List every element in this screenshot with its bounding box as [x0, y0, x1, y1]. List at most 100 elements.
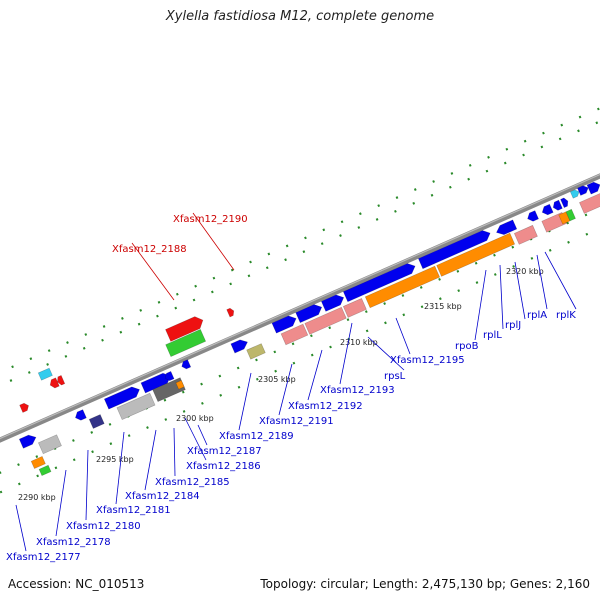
scale-tick-7: 2320 kbp [506, 267, 544, 276]
scale-tick-5: 2310 kbp [340, 338, 378, 347]
gene-feature-38 [586, 181, 600, 195]
label-xfasm12-2180: Xfasm12_2180 [66, 521, 141, 532]
gene-feature-15 [246, 343, 266, 360]
label-xfasm12-2189: Xfasm12_2189 [219, 431, 294, 442]
label-xfasm12-2187-leader [197, 424, 208, 446]
gene-feature-34 [560, 197, 569, 208]
label-rpob-leader [474, 269, 487, 341]
scale-tick-1: 2290 kbp [18, 493, 56, 502]
gene-feature-23 [417, 230, 491, 270]
gene-feature-30 [541, 203, 554, 216]
gene-feature-7 [103, 386, 140, 410]
gene-feature-27 [513, 224, 538, 245]
label-xfasm12-2186-leader [184, 417, 207, 461]
label-xfasm12-2190-leader [192, 212, 235, 271]
guide-ring-3 [0, 207, 600, 474]
gene-feature-41 [49, 377, 60, 389]
guide-ring-4 [0, 227, 600, 494]
gene-feature-21 [320, 294, 345, 312]
label-rpll-leader [499, 264, 504, 330]
label-xfasm12-2186: Xfasm12_2186 [186, 461, 261, 472]
label-xfasm12-2178: Xfasm12_2178 [36, 537, 111, 548]
label-xfasm12-2193: Xfasm12_2193 [320, 385, 395, 396]
guide-ring-2 [0, 120, 600, 387]
label-xfasm12-2192-leader [307, 349, 323, 401]
label-xfasm12-2191: Xfasm12_2191 [259, 416, 334, 427]
gene-feature-5 [75, 409, 87, 421]
gene-feature-13 [181, 359, 192, 370]
label-xfasm12-2191-leader [278, 363, 293, 416]
map-title: Xylella fastidiosa M12, complete genome [165, 9, 435, 24]
gene-feature-1 [18, 434, 37, 449]
gene-feature-25 [436, 232, 516, 277]
label-xfasm12-2193-leader [339, 322, 353, 385]
gene-feature-19 [304, 306, 347, 335]
gene-feature-2 [37, 434, 62, 455]
genome-summary-text: Topology: circular; Length: 2,475,130 bp… [260, 577, 590, 591]
scale-tick-2: 2295 kbp [96, 455, 134, 464]
label-rpob: rpoB [455, 341, 479, 352]
accession-text: Accession: NC_010513 [8, 577, 145, 591]
gene-feature-11 [164, 370, 175, 381]
label-xfasm12-2177: Xfasm12_2177 [6, 552, 81, 563]
gene-feature-37 [579, 191, 600, 214]
gene-feature-31 [558, 211, 571, 225]
label-xfasm12-2188: Xfasm12_2188 [112, 244, 187, 255]
label-xfasm12-2195: Xfasm12_2195 [390, 355, 465, 366]
label-rpll: rplL [483, 330, 502, 341]
gene-feature-26 [496, 219, 518, 235]
gene-feature-46 [226, 307, 235, 318]
label-xfasm12-2185-leader [173, 427, 176, 477]
gene-feature-17 [295, 304, 323, 324]
label-xfasm12-2181: Xfasm12_2181 [96, 505, 171, 516]
label-xfasm12-2184: Xfasm12_2184 [125, 491, 200, 502]
gene-feature-42 [57, 375, 66, 386]
label-xfasm12-2178-leader [55, 469, 67, 537]
label-rplk: rplK [556, 310, 576, 321]
label-xfasm12-2192: Xfasm12_2192 [288, 401, 363, 412]
gene-feature-8 [116, 392, 156, 420]
label-xfasm12-2195-leader [395, 317, 411, 355]
genome-backbone [0, 173, 600, 443]
gene-feature-22 [342, 263, 416, 303]
gene-feature-44 [165, 329, 207, 358]
genome-backbone-highlight [0, 173, 600, 440]
label-xfasm12-2185: Xfasm12_2185 [155, 477, 230, 488]
gene-feature-45 [165, 316, 204, 342]
label-xfasm12-2190: Xfasm12_2190 [173, 214, 248, 225]
gene-feature-14 [230, 339, 248, 354]
gene-feature-40 [37, 367, 53, 381]
gene-feature-6 [88, 414, 105, 429]
label-rpla-leader [536, 254, 548, 310]
gene-feature-20 [342, 297, 367, 318]
gene-feature-24 [364, 265, 441, 309]
gene-feature-4 [38, 464, 52, 477]
gene-feature-32 [565, 208, 576, 222]
label-xfasm12-2181-leader [115, 431, 125, 505]
gene-feature-18 [280, 323, 309, 346]
gene-feature-16 [271, 315, 297, 334]
label-rpla: rplA [527, 310, 547, 321]
scale-tick-6: 2315 kbp [424, 302, 462, 311]
label-xfasm12-2184-leader [144, 429, 157, 491]
gene-feature-3 [30, 456, 46, 469]
gene-feature-43 [19, 402, 29, 413]
gene-feature-12 [175, 380, 185, 390]
label-xfasm12-2177-leader [15, 504, 27, 552]
gene-feature-35 [569, 189, 580, 199]
label-rplj: rplJ [505, 320, 521, 331]
label-xfasm12-2189-leader [238, 372, 252, 431]
label-xfasm12-2180-leader [85, 449, 89, 521]
label-rplk-leader [544, 251, 577, 310]
label-xfasm12-2187: Xfasm12_2187 [187, 446, 262, 457]
scale-tick-3: 2300 kbp [176, 414, 214, 423]
label-rplj-leader [514, 261, 526, 320]
gene-feature-36 [577, 185, 589, 196]
label-rpsl: rpsL [384, 371, 406, 382]
label-xfasm12-2188-leader [131, 242, 175, 301]
gene-feature-28 [527, 210, 539, 222]
scale-tick-4: 2305 kbp [258, 375, 296, 384]
label-rpsl-leader [367, 336, 405, 371]
gene-feature-33 [552, 199, 563, 211]
